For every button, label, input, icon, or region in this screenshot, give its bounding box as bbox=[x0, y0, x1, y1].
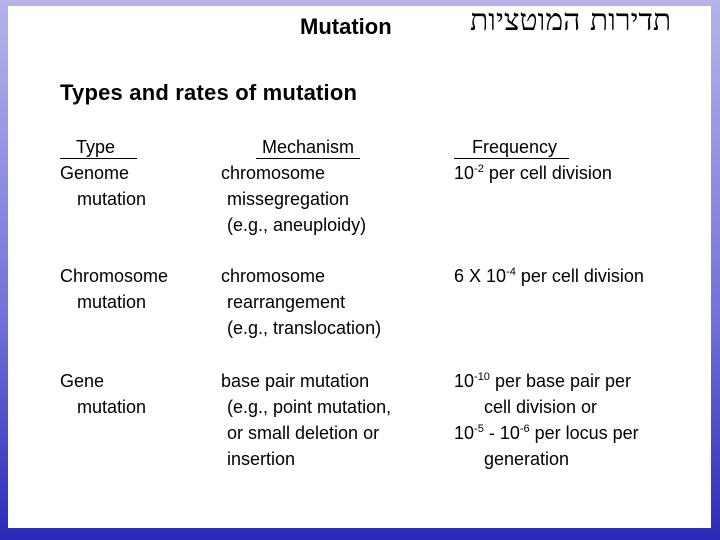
text-piece: per locus per bbox=[529, 423, 639, 443]
type: mutation bbox=[77, 397, 147, 417]
column-header: Mechanism bbox=[256, 136, 361, 159]
frequency: 10-5 - 10-6 per locus per bbox=[454, 422, 639, 444]
heading: Types and rates of mutation bbox=[60, 80, 358, 105]
mechanism: (e.g., aneuploidy) bbox=[227, 215, 367, 235]
mechanism: base pair mutation bbox=[221, 371, 370, 391]
mechanism: chromosome bbox=[221, 163, 326, 183]
text-piece: 6 X 10 bbox=[454, 266, 507, 286]
frequency: 10-2 per cell division bbox=[454, 162, 612, 184]
frequency: generation bbox=[484, 448, 569, 470]
mechanism: insertion bbox=[227, 449, 296, 469]
text-piece: per cell division bbox=[515, 266, 644, 286]
text-piece: 10 bbox=[454, 163, 475, 183]
exponent: -5 bbox=[474, 423, 484, 435]
hebrew-title: תדירות המוטציות bbox=[470, 3, 672, 38]
title: Mutation bbox=[300, 14, 392, 39]
text-piece: per cell division bbox=[483, 163, 612, 183]
frequency: 6 X 10-4 per cell division bbox=[454, 265, 644, 287]
exponent: -4 bbox=[506, 266, 516, 278]
exponent: -10 bbox=[474, 371, 490, 383]
type: mutation bbox=[77, 189, 147, 209]
type: Gene bbox=[60, 371, 105, 391]
type: Genome bbox=[60, 163, 130, 183]
mechanism: chromosome bbox=[221, 266, 326, 286]
exponent: -6 bbox=[519, 423, 530, 435]
slide-page: Mutation תדירות המוטציות Types and rates… bbox=[8, 6, 711, 528]
text-piece: cell division or bbox=[484, 397, 598, 417]
exponent: -2 bbox=[474, 163, 484, 175]
mechanism: rearrangement bbox=[227, 292, 346, 312]
type: mutation bbox=[77, 292, 147, 312]
text-piece: per base pair per bbox=[489, 371, 632, 391]
column-header: Frequency bbox=[454, 136, 570, 159]
column-header: Type bbox=[60, 136, 138, 159]
frequency: cell division or bbox=[484, 396, 597, 418]
type: Chromosome bbox=[60, 266, 169, 286]
frequency: 10-10 per base pair per bbox=[454, 370, 631, 392]
mechanism: missegregation bbox=[227, 189, 350, 209]
text-piece: generation bbox=[484, 449, 570, 469]
mechanism: or small deletion or bbox=[227, 423, 380, 443]
text-piece: 10 bbox=[454, 371, 475, 391]
mechanism: (e.g., translocation) bbox=[227, 318, 382, 338]
text-piece: 10 bbox=[454, 423, 475, 443]
mechanism: (e.g., point mutation, bbox=[227, 397, 392, 417]
text-piece: - 10 bbox=[483, 423, 520, 443]
